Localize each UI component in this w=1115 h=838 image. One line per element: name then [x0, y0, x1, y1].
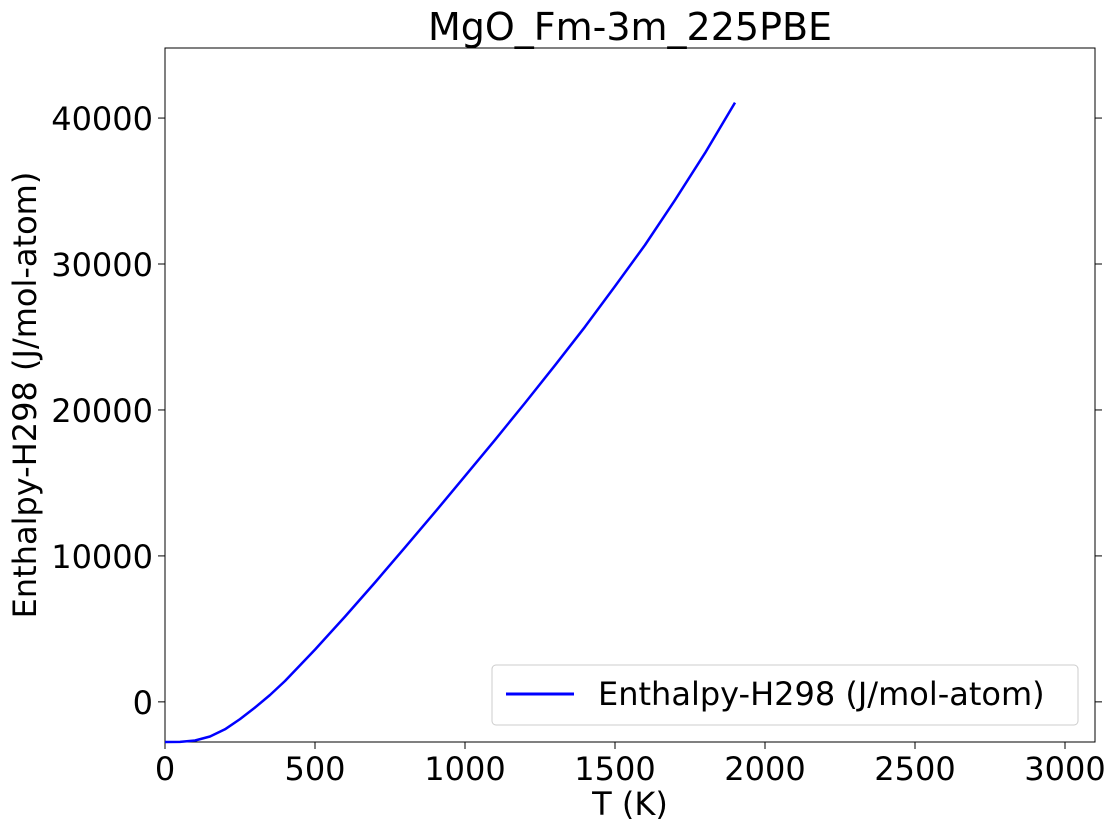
- x-tick-label: 1500: [574, 750, 655, 788]
- series-line: [164, 101, 737, 744]
- x-tick-label: 3000: [1024, 750, 1105, 788]
- y-tick-label: 0: [133, 684, 153, 722]
- x-tick-label: 0: [155, 750, 175, 788]
- x-tick-label: 2000: [724, 750, 805, 788]
- y-tick-label: 20000: [51, 392, 153, 430]
- legend-box: [491, 664, 1079, 726]
- y-axis-label: Enthalpy-H298 (J/mol-atom): [6, 172, 44, 619]
- chart-title: MgO_Fm-3m_225PBE: [428, 5, 832, 49]
- legend-label: Enthalpy-H298 (J/mol-atom): [598, 675, 1045, 713]
- y-tick-label: 10000: [51, 538, 153, 576]
- x-axis-label: T (K): [591, 785, 668, 823]
- series-layer: [164, 101, 737, 744]
- plot-area: [164, 47, 1096, 743]
- y-tick-label: 30000: [51, 246, 153, 284]
- y-axis-ticks: 0 10000 20000 30000 40000: [51, 100, 1102, 722]
- legend: Enthalpy-H298 (J/mol-atom): [491, 664, 1079, 726]
- y-tick-label: 40000: [51, 100, 153, 138]
- x-tick-label: 1000: [424, 750, 505, 788]
- x-tick-label: 2500: [874, 750, 955, 788]
- x-tick-label: 500: [284, 750, 345, 788]
- x-axis-ticks: 0 500 1000 1500 2000 2500 3000: [155, 742, 1106, 788]
